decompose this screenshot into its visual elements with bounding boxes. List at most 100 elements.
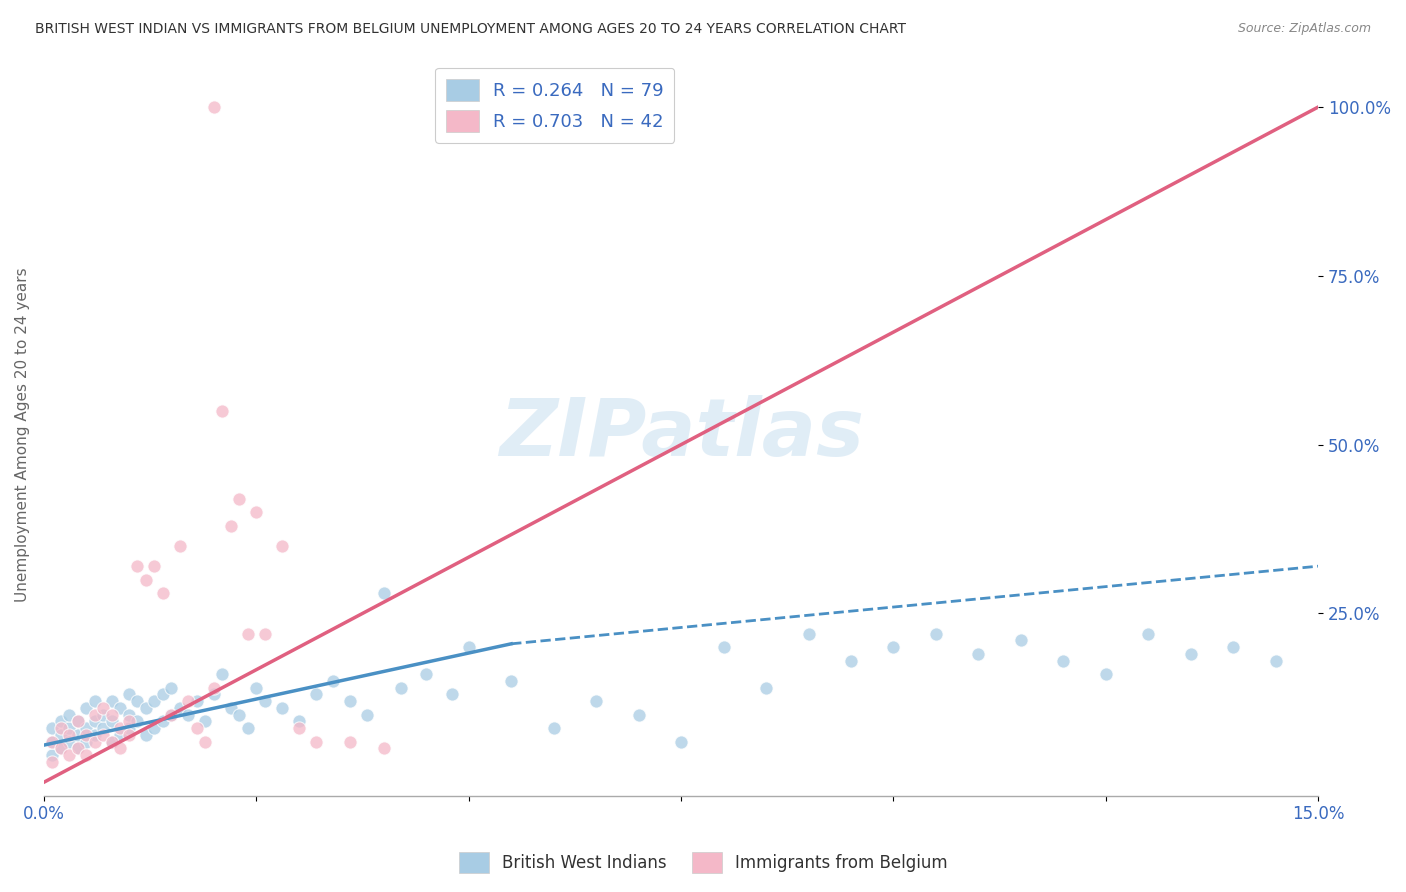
Point <box>118 714 141 729</box>
Point <box>305 735 328 749</box>
Point <box>186 694 208 708</box>
Point <box>356 707 378 722</box>
Point <box>1095 667 1118 681</box>
Point <box>93 707 115 722</box>
Point <box>219 701 242 715</box>
Point <box>93 728 115 742</box>
Point <box>66 714 89 729</box>
Point <box>270 701 292 715</box>
Point <box>118 707 141 722</box>
Point <box>143 721 166 735</box>
Point <box>211 404 233 418</box>
Point <box>160 707 183 722</box>
Point <box>143 559 166 574</box>
Point <box>1052 654 1074 668</box>
Point <box>160 681 183 695</box>
Point <box>110 701 132 715</box>
Point <box>110 741 132 756</box>
Point <box>118 728 141 742</box>
Point <box>882 640 904 655</box>
Point <box>58 748 80 763</box>
Point <box>160 707 183 722</box>
Point <box>75 721 97 735</box>
Point <box>202 100 225 114</box>
Text: Source: ZipAtlas.com: Source: ZipAtlas.com <box>1237 22 1371 36</box>
Point <box>253 626 276 640</box>
Point <box>152 688 174 702</box>
Point <box>287 714 309 729</box>
Point <box>1222 640 1244 655</box>
Point <box>49 728 72 742</box>
Point <box>1010 633 1032 648</box>
Point <box>83 714 105 729</box>
Point <box>389 681 412 695</box>
Point <box>1180 647 1202 661</box>
Point <box>713 640 735 655</box>
Point <box>58 735 80 749</box>
Point <box>75 701 97 715</box>
Point <box>373 586 395 600</box>
Point <box>236 626 259 640</box>
Point <box>245 681 267 695</box>
Point <box>41 721 63 735</box>
Point <box>75 748 97 763</box>
Point <box>135 701 157 715</box>
Point <box>627 707 650 722</box>
Point <box>339 694 361 708</box>
Point <box>152 714 174 729</box>
Point <box>135 573 157 587</box>
Point <box>127 559 149 574</box>
Point <box>41 748 63 763</box>
Point <box>58 728 80 742</box>
Point <box>543 721 565 735</box>
Point <box>245 505 267 519</box>
Point <box>83 707 105 722</box>
Point <box>967 647 990 661</box>
Point <box>236 721 259 735</box>
Point <box>101 694 124 708</box>
Point <box>440 688 463 702</box>
Text: ZIPatlas: ZIPatlas <box>499 395 863 474</box>
Point <box>49 741 72 756</box>
Point <box>755 681 778 695</box>
Point <box>305 688 328 702</box>
Point <box>339 735 361 749</box>
Point <box>118 688 141 702</box>
Point <box>457 640 479 655</box>
Point <box>127 714 149 729</box>
Point <box>186 721 208 735</box>
Point <box>83 728 105 742</box>
Point <box>585 694 607 708</box>
Point <box>135 728 157 742</box>
Point <box>110 728 132 742</box>
Point <box>322 673 344 688</box>
Point <box>270 539 292 553</box>
Point <box>177 707 200 722</box>
Point <box>93 721 115 735</box>
Point <box>66 741 89 756</box>
Point <box>194 735 217 749</box>
Point <box>211 667 233 681</box>
Point <box>41 735 63 749</box>
Point <box>110 721 132 735</box>
Point <box>169 701 191 715</box>
Legend: R = 0.264   N = 79, R = 0.703   N = 42: R = 0.264 N = 79, R = 0.703 N = 42 <box>436 68 675 143</box>
Legend: British West Indians, Immigrants from Belgium: British West Indians, Immigrants from Be… <box>451 846 955 880</box>
Point <box>127 694 149 708</box>
Point <box>287 721 309 735</box>
Point <box>118 721 141 735</box>
Point <box>373 741 395 756</box>
Point <box>83 694 105 708</box>
Point <box>228 491 250 506</box>
Y-axis label: Unemployment Among Ages 20 to 24 years: Unemployment Among Ages 20 to 24 years <box>15 268 30 602</box>
Point <box>58 721 80 735</box>
Point <box>41 735 63 749</box>
Point <box>101 714 124 729</box>
Point <box>797 626 820 640</box>
Point <box>75 735 97 749</box>
Point <box>49 721 72 735</box>
Point <box>143 694 166 708</box>
Point <box>194 714 217 729</box>
Point <box>202 688 225 702</box>
Point <box>925 626 948 640</box>
